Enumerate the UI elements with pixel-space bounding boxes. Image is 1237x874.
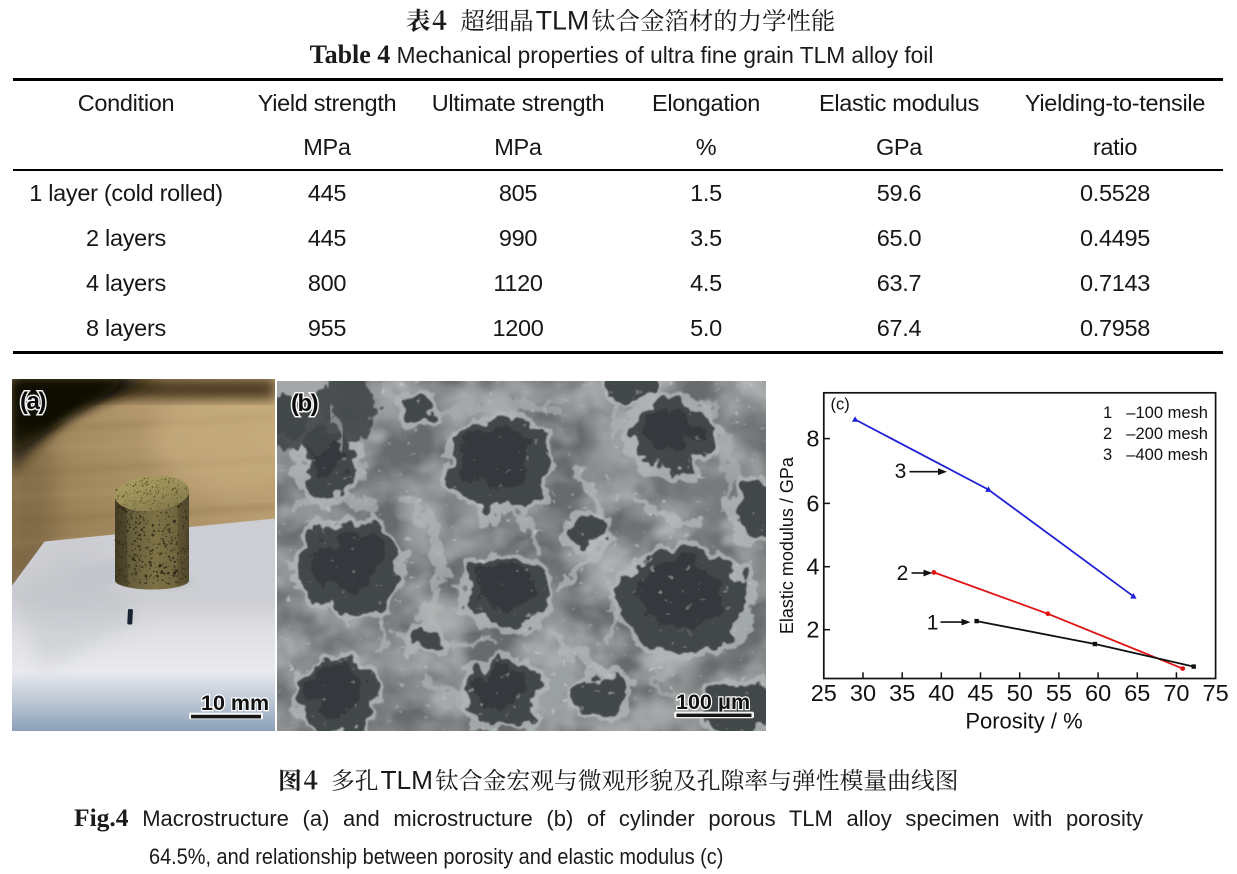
svg-text:3: 3 bbox=[1103, 446, 1112, 464]
svg-text:–100 mesh: –100 mesh bbox=[1126, 404, 1208, 422]
svg-text:55: 55 bbox=[1046, 680, 1072, 706]
svg-text:2: 2 bbox=[1103, 425, 1112, 443]
svg-text:45: 45 bbox=[967, 680, 993, 706]
svg-text:Elastic modulus / GPa: Elastic modulus / GPa bbox=[777, 456, 797, 634]
svg-text:65: 65 bbox=[1124, 680, 1150, 706]
svg-text:Porosity / %: Porosity / % bbox=[965, 708, 1082, 733]
svg-text:4: 4 bbox=[806, 554, 819, 580]
svg-text:30: 30 bbox=[850, 680, 876, 706]
svg-text:(c): (c) bbox=[831, 396, 850, 414]
svg-text:1: 1 bbox=[1103, 404, 1112, 422]
svg-text:35: 35 bbox=[889, 680, 915, 706]
svg-text:100 μm: 100 μm bbox=[676, 690, 750, 714]
svg-text:10 mm: 10 mm bbox=[201, 691, 269, 715]
svg-text:40: 40 bbox=[928, 680, 954, 706]
svg-text:60: 60 bbox=[1085, 680, 1111, 706]
svg-text:2: 2 bbox=[806, 617, 819, 643]
svg-text:6: 6 bbox=[806, 490, 819, 516]
svg-text:50: 50 bbox=[1007, 680, 1033, 706]
svg-text:1: 1 bbox=[927, 612, 939, 635]
svg-text:8: 8 bbox=[806, 426, 819, 452]
svg-text:2: 2 bbox=[897, 562, 909, 585]
svg-text:(a): (a) bbox=[20, 388, 45, 415]
svg-text:(b): (b) bbox=[291, 390, 318, 417]
svg-text:75: 75 bbox=[1203, 680, 1229, 706]
svg-text:70: 70 bbox=[1163, 680, 1189, 706]
svg-text:25: 25 bbox=[811, 680, 837, 706]
svg-text:3: 3 bbox=[895, 460, 907, 483]
svg-text:–400 mesh: –400 mesh bbox=[1126, 446, 1208, 464]
svg-text:–200 mesh: –200 mesh bbox=[1126, 425, 1208, 443]
